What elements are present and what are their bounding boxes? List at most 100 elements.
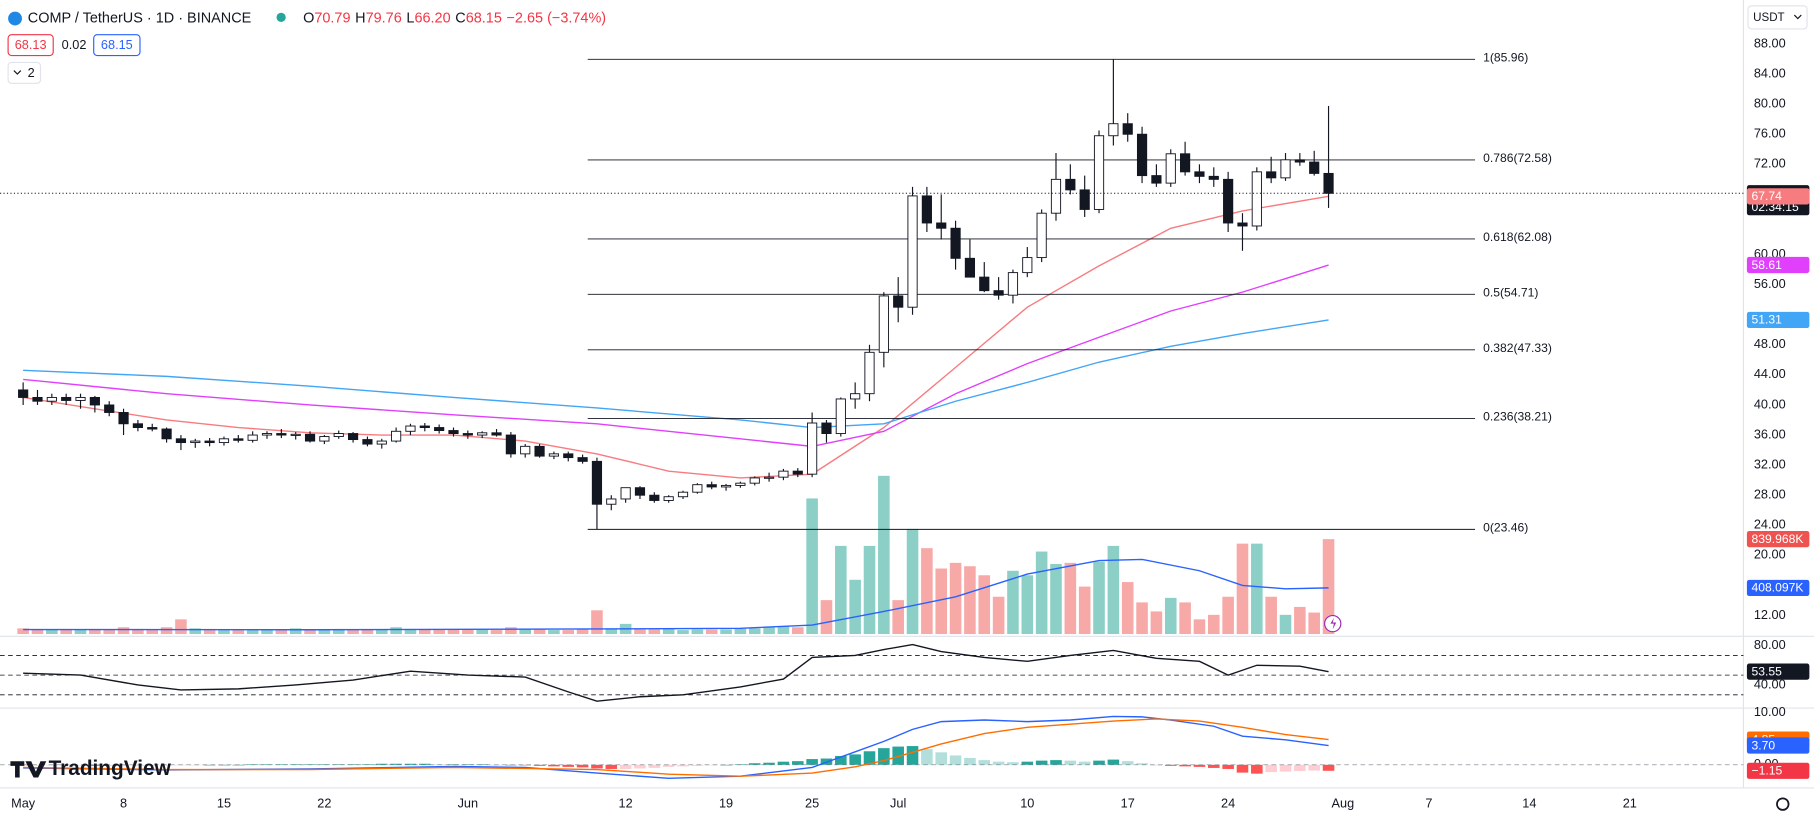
volume-bar (1164, 597, 1177, 635)
x-tick-label: 21 (1623, 795, 1637, 810)
sell-button[interactable] (7, 34, 54, 57)
volume-bar (1093, 561, 1105, 635)
price-badge (1746, 531, 1810, 548)
bolt (1330, 617, 1337, 630)
macd-histogram-bar (921, 749, 933, 765)
volume-bar (763, 627, 775, 635)
x-tick-label: 12 (619, 795, 633, 810)
volume-bar (835, 545, 847, 635)
candle-body (792, 470, 803, 475)
volume-bar (533, 629, 546, 635)
macd-histogram-bar (863, 751, 876, 765)
volume-bar (218, 629, 230, 635)
candle-body (1309, 161, 1320, 174)
macd-histogram-bar (705, 764, 718, 766)
candle-body (1180, 153, 1191, 173)
indicators-toggle[interactable] (7, 61, 42, 84)
candle-body (290, 433, 301, 436)
volume-bar (992, 596, 1005, 635)
y-tick-label: 40.00 (1754, 396, 1786, 411)
candle-body (1223, 178, 1234, 224)
tradingview-logo[interactable]: TradingView (49, 757, 172, 780)
candle-body (534, 445, 545, 457)
macd-histogram-bar (591, 764, 603, 769)
macd-histogram-bar (548, 764, 560, 767)
candle-body (161, 428, 172, 440)
volume-bar (591, 610, 603, 635)
volume-bar (648, 629, 661, 635)
macd-histogram-bar (906, 746, 919, 765)
macd-histogram-bar (648, 764, 661, 768)
y-tick-label: 28.00 (1754, 487, 1786, 502)
candle-body (778, 470, 789, 478)
volume-bar (978, 575, 991, 635)
y-tick-label: 36.00 (1754, 426, 1786, 441)
currency[interactable]: USDT (1753, 12, 1784, 24)
volume-bar (490, 630, 503, 635)
symbol-logo[interactable] (8, 11, 22, 26)
volume-bar (935, 568, 948, 635)
ohlc-value: 79.76 (366, 10, 402, 26)
ask-price[interactable]: 68.15 (101, 37, 133, 52)
macd-histogram-bar (1193, 764, 1206, 767)
symbol-title[interactable]: COMP / TetherUS · 1D · BINANCE (28, 10, 252, 26)
volume-bar (1193, 619, 1206, 635)
volume-bar (1236, 543, 1249, 635)
candle-body (218, 438, 230, 444)
candle-body (175, 438, 187, 444)
macd-histogram-bar (533, 764, 546, 766)
candle-body (606, 498, 617, 505)
x-tick-label: Jun (458, 795, 479, 810)
volume-bar (691, 629, 704, 635)
badge-label: 408.097K (1752, 581, 1804, 595)
macd-histogram-bar (132, 764, 144, 766)
ohlc-value: 68.15 (466, 10, 502, 26)
x-tick-label: Jul (890, 795, 906, 810)
x-tick-label: 8 (120, 795, 127, 810)
macd-histogram-bar (1121, 761, 1134, 765)
candle-body (1266, 171, 1277, 179)
volume-bar (1078, 586, 1091, 635)
macd-histogram-bar (1251, 764, 1263, 774)
macd-histogram-bar (1308, 764, 1320, 771)
y-tick-label: 80.00 (1754, 637, 1786, 652)
buy-button[interactable] (93, 34, 141, 57)
x-tick-label: 17 (1121, 795, 1135, 810)
ohlc-value: −2.65 (−3.74%) (506, 10, 606, 26)
market-status[interactable] (276, 12, 286, 22)
macd-histogram-bar (1050, 760, 1062, 765)
currency-button[interactable] (1747, 5, 1808, 30)
candle-body (706, 484, 717, 488)
volume-bar (1294, 606, 1306, 635)
candle-body (1294, 159, 1305, 163)
ohlc-key: O (303, 10, 314, 26)
macd-histogram-bar (117, 764, 130, 766)
candle-body (1251, 171, 1262, 227)
macd-histogram-bar (835, 755, 847, 765)
volume-bar (1150, 611, 1163, 635)
indicators-count[interactable]: 2 (28, 65, 35, 80)
volume-bar (791, 627, 804, 635)
volume-bar (1222, 596, 1234, 635)
candle-body (563, 453, 574, 459)
volume-bar (1121, 582, 1134, 635)
bid-price[interactable]: 68.13 (15, 37, 47, 52)
volume-bar (1179, 602, 1191, 635)
volume-bar (605, 628, 618, 635)
moving-average (23, 195, 1329, 479)
candle-body (333, 433, 344, 438)
candle-body (1093, 135, 1105, 210)
settings-icon[interactable] (1776, 797, 1790, 811)
volume-bar (447, 629, 460, 635)
volume-bar (1035, 551, 1048, 635)
volume-bar (1279, 614, 1292, 635)
ohlc-value: 66.20 (414, 10, 450, 26)
ohlc-key: C (455, 10, 465, 26)
price-badge (1746, 579, 1810, 597)
candle-body (32, 396, 43, 402)
candle-body (462, 433, 473, 436)
volume-bar (332, 628, 345, 635)
candle-body (61, 396, 72, 401)
badge-label: 67.74 (1752, 189, 1783, 203)
